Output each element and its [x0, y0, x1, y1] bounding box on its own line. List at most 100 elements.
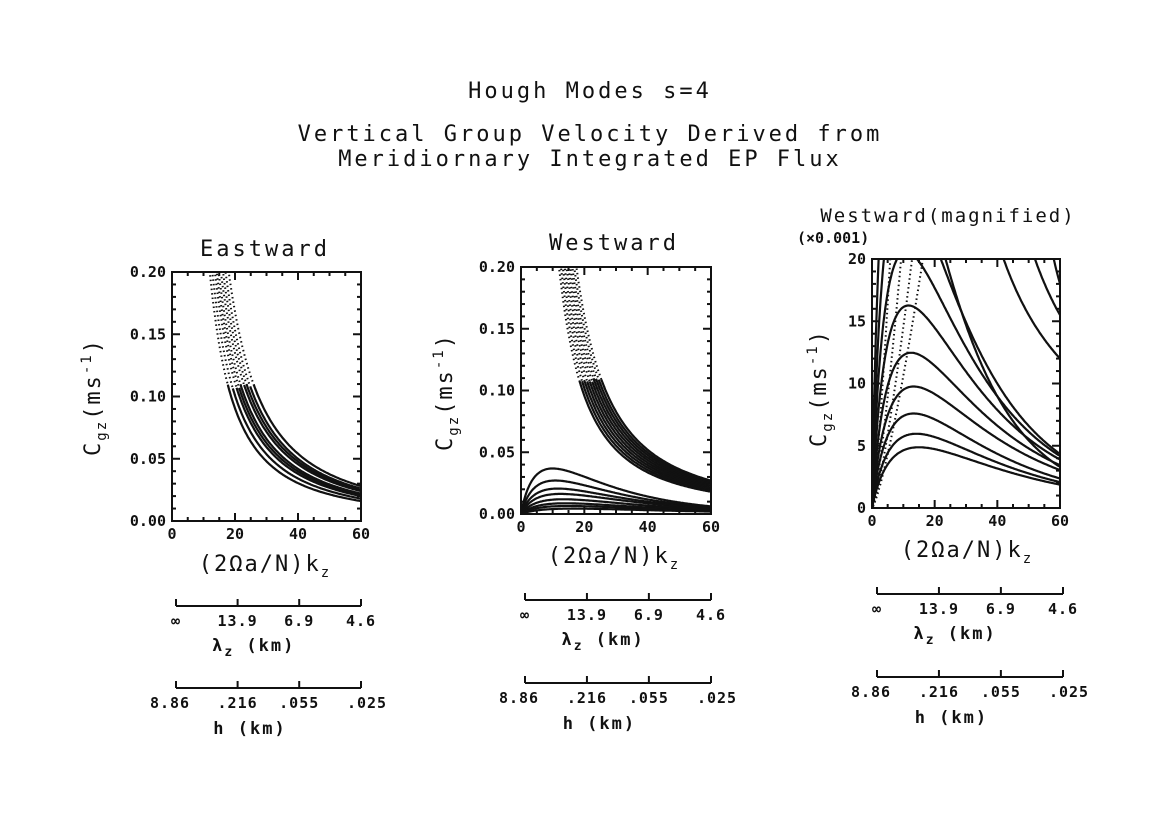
westward-curves: [521, 267, 711, 514]
eastward-y-tick-label: 0.20: [130, 263, 166, 281]
westward-y-axis-label: Cgz(ms-1): [431, 333, 462, 451]
eastward-series-line: [239, 383, 361, 495]
westward-magnified-peaked-line: [872, 259, 1060, 504]
eastward-lambda-tick-label: 6.9: [284, 612, 314, 630]
westward-h-tick-label: .055: [629, 689, 669, 707]
eastward-series-line: [252, 384, 361, 488]
eastward-x-tick-label: 0: [167, 525, 176, 543]
westward-series-line: [581, 380, 711, 492]
westward-panel: Westward Cgz(ms-1) (2Ωa/N)kz 0.00 0.05 0.1…: [431, 231, 720, 573]
westward-series-line: [592, 377, 711, 486]
westward-peaked-line: [521, 479, 711, 514]
westward-series-line: [578, 380, 711, 493]
westward-peaked-line: [521, 498, 711, 514]
lambda-units: (km): [234, 636, 295, 656]
westward-magnified-lambda-label: λz (km): [913, 624, 996, 648]
westward-magnified-h-tick-label: .216: [919, 683, 959, 701]
x-label-main: (2Ωa/N)k: [548, 544, 670, 569]
eastward-series-line: [245, 384, 361, 491]
westward-series-dotted: [559, 267, 586, 390]
eastward-curves: [209, 272, 361, 502]
westward-magnified-y-tick-label: 10: [848, 375, 866, 393]
westward-y-tick-label: 0.10: [479, 382, 515, 400]
figure-title-line1: Hough Modes s=4: [468, 79, 712, 104]
westward-magnified-peaked-line: [872, 259, 1060, 499]
westward-series-line: [583, 380, 711, 491]
eastward-lambda-label: λz (km): [212, 636, 295, 660]
westward-h-tick-label: .025: [697, 689, 737, 707]
eastward-series-dotted: [215, 272, 243, 396]
westward-y-tick-label: 0.00: [479, 505, 515, 523]
westward-magnified-curves: [872, 259, 1060, 508]
x-label-sub: z: [321, 565, 331, 581]
y-label-close: ): [807, 329, 832, 344]
y-label-exp: -1: [431, 348, 447, 369]
westward-magnified-dotted-line: [872, 259, 903, 506]
westward-magnified-dotted-line: [872, 259, 892, 503]
westward-x-tick-label: 0: [516, 518, 525, 536]
westward-magnified-lambda-tick-label: 6.9: [986, 600, 1016, 618]
figure-title-line2: Vertical Group Velocity Derived from: [298, 122, 883, 147]
eastward-series-dotted: [217, 274, 246, 396]
y-label-sub: gz: [446, 415, 462, 436]
westward-magnified-y-tick-label: 20: [848, 250, 866, 268]
westward-magnified-large-line: [1052, 259, 1060, 285]
westward-series-line: [600, 379, 711, 482]
y-label-main: C: [81, 441, 106, 456]
lambda-subscript: z: [574, 639, 584, 654]
westward-magnified-h-tick-label: 8.86: [851, 683, 891, 701]
westward-lambda-tick-label: 6.9: [634, 606, 664, 624]
westward-lambda-tick-label: 13.9: [567, 606, 607, 624]
westward-y-tick-label: 0.05: [479, 443, 515, 461]
eastward-x-tick-label: 20: [226, 525, 244, 543]
westward-series-dotted: [575, 267, 607, 390]
eastward-series-dotted: [220, 276, 249, 396]
eastward-series-dotted: [214, 274, 241, 396]
westward-peaked-line: [521, 467, 711, 514]
y-label-units: (ms: [433, 369, 458, 415]
lambda-symbol: λ: [913, 624, 925, 644]
westward-series-line: [586, 381, 711, 489]
westward-magnified-dotted-line: [872, 259, 914, 507]
eastward-h-label: h (km): [213, 719, 286, 739]
westward-series-line: [597, 379, 711, 483]
westward-magnified-panel-title: Westward(magnified): [820, 205, 1075, 227]
westward-series-dotted: [563, 267, 591, 390]
eastward-series-line: [231, 388, 361, 500]
westward-magnified-lambda-tick-label: 4.6: [1048, 600, 1078, 618]
figure-title-line3: Meridiornary Integrated EP Flux: [338, 147, 842, 172]
westward-magnified-large-line: [1033, 259, 1060, 316]
westward-series-dotted: [573, 270, 604, 390]
westward-magnified-peaked-line: [872, 432, 1060, 508]
eastward-series-line: [226, 384, 361, 502]
westward-magnified-dotted-line: [872, 259, 924, 508]
eastward-h-tick-label: .216: [218, 694, 258, 712]
y-label-units: (ms: [81, 374, 106, 420]
x-label-sub: z: [1023, 551, 1033, 567]
westward-peaked-line: [521, 492, 711, 514]
westward-magnified-h-tick-label: .055: [981, 683, 1021, 701]
westward-series-dotted: [565, 269, 594, 390]
westward-peaked-line: [521, 507, 711, 514]
svg-text:(2Ωa/N)kz: (2Ωa/N)kz: [199, 552, 331, 581]
westward-magnified-peaked-line: [872, 259, 1060, 502]
westward-lambda-tick-label: 4.6: [696, 606, 726, 624]
y-label-main: C: [807, 432, 832, 447]
eastward-x-tick-label: 40: [289, 525, 307, 543]
westward-magnified-large-line: [1002, 259, 1060, 360]
y-label-sub: gz: [94, 420, 110, 441]
westward-magnified-x-tick-label: 40: [988, 512, 1006, 530]
westward-h-label: h (km): [563, 714, 636, 734]
eastward-series-dotted: [222, 272, 252, 396]
lambda-subscript: z: [224, 645, 234, 660]
westward-magnified-peaked-line: [872, 385, 1060, 507]
westward-series-dotted: [567, 267, 596, 390]
westward-magnified-x-tick-label: 60: [1051, 512, 1069, 530]
westward-panel-title: Westward: [549, 231, 679, 256]
lambda-units: (km): [584, 630, 645, 650]
y-label-close: ): [433, 333, 458, 348]
eastward-y-axis-label: Cgz(ms-1): [79, 338, 110, 456]
westward-series-dotted: [558, 269, 584, 390]
eastward-lambda-tick-label: 4.6: [346, 612, 376, 630]
